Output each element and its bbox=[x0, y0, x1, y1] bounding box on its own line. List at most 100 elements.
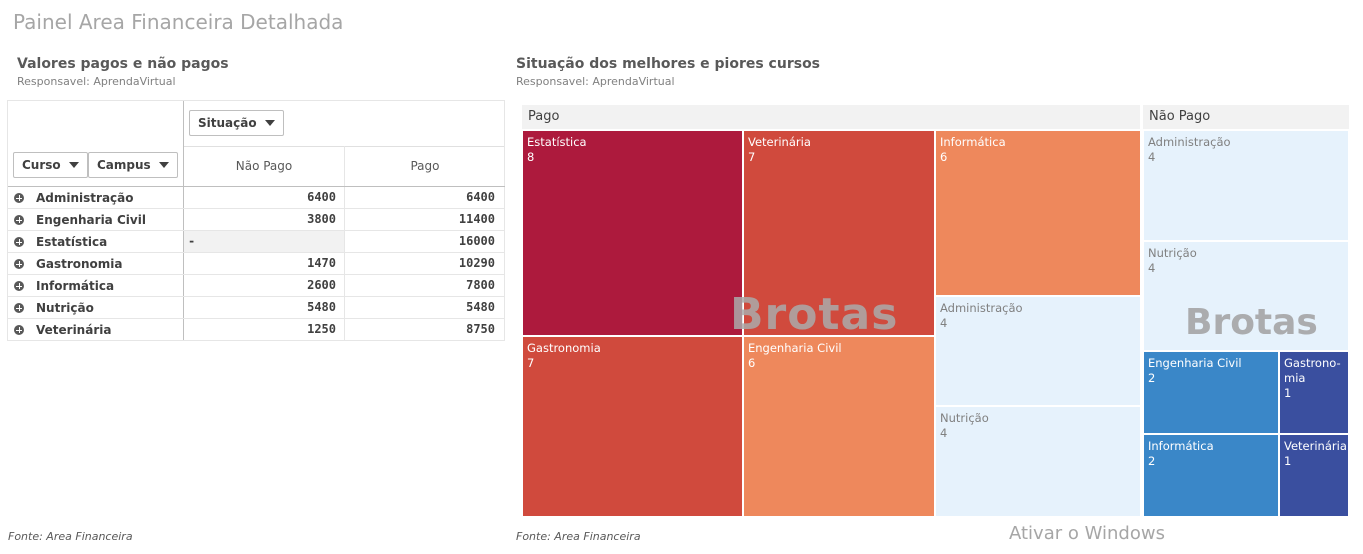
tile-label: Informática bbox=[940, 135, 1006, 149]
table-row[interactable]: Veterinária 1250 8750 bbox=[8, 319, 505, 341]
cell-pago: 5480 bbox=[466, 300, 495, 314]
pivot-table: Situação Curso Campus Não Pago Pago Admi… bbox=[7, 100, 505, 341]
tile-value: 4 bbox=[940, 316, 948, 330]
row-label: Veterinária bbox=[36, 323, 112, 337]
tile-value: 6 bbox=[748, 356, 756, 370]
column-header-pago[interactable]: Pago bbox=[410, 159, 440, 173]
treemap-tile-pago-administracao[interactable]: Administração 4 bbox=[935, 296, 1141, 406]
treemap-tile-pago-engenharia-civil[interactable]: Engenharia Civil 6 bbox=[743, 336, 935, 517]
expand-plus-icon[interactable] bbox=[14, 215, 24, 225]
treemap-tile-nao-pago-nutricao[interactable]: Nutrição 4 bbox=[1143, 241, 1349, 351]
cell-nao-pago: 1470 bbox=[307, 256, 336, 270]
pivot-divider bbox=[344, 146, 345, 341]
chevron-down-icon bbox=[264, 120, 275, 126]
expand-plus-icon[interactable] bbox=[14, 303, 24, 313]
table-row[interactable]: Estatística - 16000 bbox=[8, 231, 505, 253]
treemap-tile-pago-gastronomia[interactable]: Gastronomia 7 bbox=[522, 336, 743, 517]
treemap-subtitle: Responsavel: AprendaVirtual bbox=[516, 75, 675, 88]
cell-nao-pago: 1250 bbox=[307, 322, 336, 336]
expand-plus-icon[interactable] bbox=[14, 193, 24, 203]
tile-value: 6 bbox=[940, 150, 948, 164]
table-row[interactable]: Nutrição 5480 5480 bbox=[8, 297, 505, 319]
cell-nao-pago: 2600 bbox=[307, 278, 336, 292]
expand-plus-icon[interactable] bbox=[14, 325, 24, 335]
tile-value: 2 bbox=[1148, 371, 1156, 385]
row-label: Engenharia Civil bbox=[36, 213, 146, 227]
pivot-title: Valores pagos e não pagos bbox=[17, 56, 229, 72]
page-title: Painel Area Financeira Detalhada bbox=[13, 10, 344, 34]
treemap-tile-nao-pago-informatica[interactable]: Informática 2 bbox=[1143, 434, 1279, 517]
brotas-watermark: Brotas bbox=[1185, 302, 1318, 343]
tile-label: Engenharia Civil bbox=[748, 341, 842, 355]
tile-value: 4 bbox=[1148, 150, 1156, 164]
tile-value: 4 bbox=[1148, 261, 1156, 275]
treemap-tile-pago-nutricao[interactable]: Nutrição 4 bbox=[935, 406, 1141, 517]
cell-pago: 8750 bbox=[466, 322, 495, 336]
pivot-divider bbox=[8, 186, 505, 187]
tile-label: Nutrição bbox=[1148, 246, 1197, 260]
tile-label: Gastrono-mia bbox=[1284, 356, 1341, 385]
tile-value: 1 bbox=[1284, 454, 1292, 468]
treemap-tile-pago-informatica[interactable]: Informática 6 bbox=[935, 130, 1141, 296]
treemap-tile-pago-veterinaria[interactable]: Veterinária 7 bbox=[743, 130, 935, 336]
treemap-group-nao-pago[interactable]: Não Pago bbox=[1143, 105, 1349, 129]
tile-value: 7 bbox=[748, 150, 756, 164]
row-label: Nutrição bbox=[36, 301, 94, 315]
treemap-tile-pago-estatistica[interactable]: Estatística 8 bbox=[522, 130, 743, 336]
pivot-subtitle: Responsavel: AprendaVirtual bbox=[17, 75, 176, 88]
treemap-title: Situação dos melhores e piores cursos bbox=[516, 56, 821, 72]
pivot-footer: Fonte: Area Financeira bbox=[8, 530, 133, 543]
tile-label: Engenharia Civil bbox=[1148, 356, 1242, 370]
row-label: Administração bbox=[36, 191, 134, 205]
situacao-dimension-button[interactable]: Situação bbox=[189, 110, 284, 136]
tile-label: Veterinária bbox=[748, 135, 811, 149]
row-label: Informática bbox=[36, 279, 115, 293]
chevron-down-icon bbox=[68, 162, 79, 168]
brotas-watermark: Brotas bbox=[730, 289, 899, 340]
curso-dimension-button[interactable]: Curso bbox=[13, 152, 88, 178]
row-label: Estatística bbox=[36, 235, 108, 249]
tile-label: Administração bbox=[940, 301, 1023, 315]
tile-value: 8 bbox=[527, 150, 535, 164]
table-row[interactable]: Gastronomia 1470 10290 bbox=[8, 253, 505, 275]
expand-plus-icon[interactable] bbox=[14, 259, 24, 269]
treemap: Pago Não Pago Estatística 8 Veterinária 7 In… bbox=[520, 104, 1350, 518]
table-row[interactable]: Engenharia Civil 3800 11400 bbox=[8, 209, 505, 231]
cell-pago: 6400 bbox=[466, 190, 495, 204]
tile-value: 2 bbox=[1148, 454, 1156, 468]
treemap-tile-nao-pago-gastronomia[interactable]: Gastrono-mia 1 bbox=[1279, 351, 1349, 434]
cell-pago: 10290 bbox=[458, 256, 495, 270]
expand-plus-icon[interactable] bbox=[14, 237, 24, 247]
pivot-divider bbox=[183, 101, 184, 341]
tile-label: Estatística bbox=[527, 135, 587, 149]
tile-label: Veterinária bbox=[1284, 439, 1347, 453]
cell-pago: 11400 bbox=[458, 212, 495, 226]
campus-dimension-button[interactable]: Campus bbox=[88, 152, 178, 178]
treemap-group-pago[interactable]: Pago bbox=[522, 105, 1140, 129]
expand-plus-icon[interactable] bbox=[14, 281, 24, 291]
treemap-tile-nao-pago-veterinaria[interactable]: Veterinária 1 bbox=[1279, 434, 1349, 517]
table-row[interactable]: Informática 2600 7800 bbox=[8, 275, 505, 297]
tile-value: 7 bbox=[527, 356, 535, 370]
tile-value: 1 bbox=[1284, 386, 1292, 400]
cell-nao-pago: 5480 bbox=[307, 300, 336, 314]
campus-label: Campus bbox=[97, 158, 151, 172]
treemap-tile-nao-pago-engenharia-civil[interactable]: Engenharia Civil 2 bbox=[1143, 351, 1279, 434]
cell-pago: 16000 bbox=[458, 234, 495, 248]
table-row[interactable]: Administração 6400 6400 bbox=[8, 187, 505, 209]
cell-pago: 7800 bbox=[466, 278, 495, 292]
column-header-nao-pago[interactable]: Não Pago bbox=[235, 159, 293, 173]
row-label: Gastronomia bbox=[36, 257, 123, 271]
cell-nao-pago: 3800 bbox=[307, 212, 336, 226]
tile-label: Gastronomia bbox=[527, 341, 601, 355]
treemap-tile-nao-pago-administracao[interactable]: Administração 4 bbox=[1143, 130, 1349, 241]
chevron-down-icon bbox=[158, 162, 169, 168]
cell-nao-pago: 6400 bbox=[307, 190, 336, 204]
windows-activation-notice: Ativar o Windows bbox=[1009, 523, 1165, 544]
tile-label: Administração bbox=[1148, 135, 1231, 149]
tile-label: Informática bbox=[1148, 439, 1214, 453]
curso-label: Curso bbox=[22, 158, 61, 172]
cell-nao-pago: - bbox=[184, 231, 344, 252]
treemap-footer: Fonte: Area Financeira bbox=[516, 530, 641, 543]
situacao-label: Situação bbox=[198, 116, 257, 130]
